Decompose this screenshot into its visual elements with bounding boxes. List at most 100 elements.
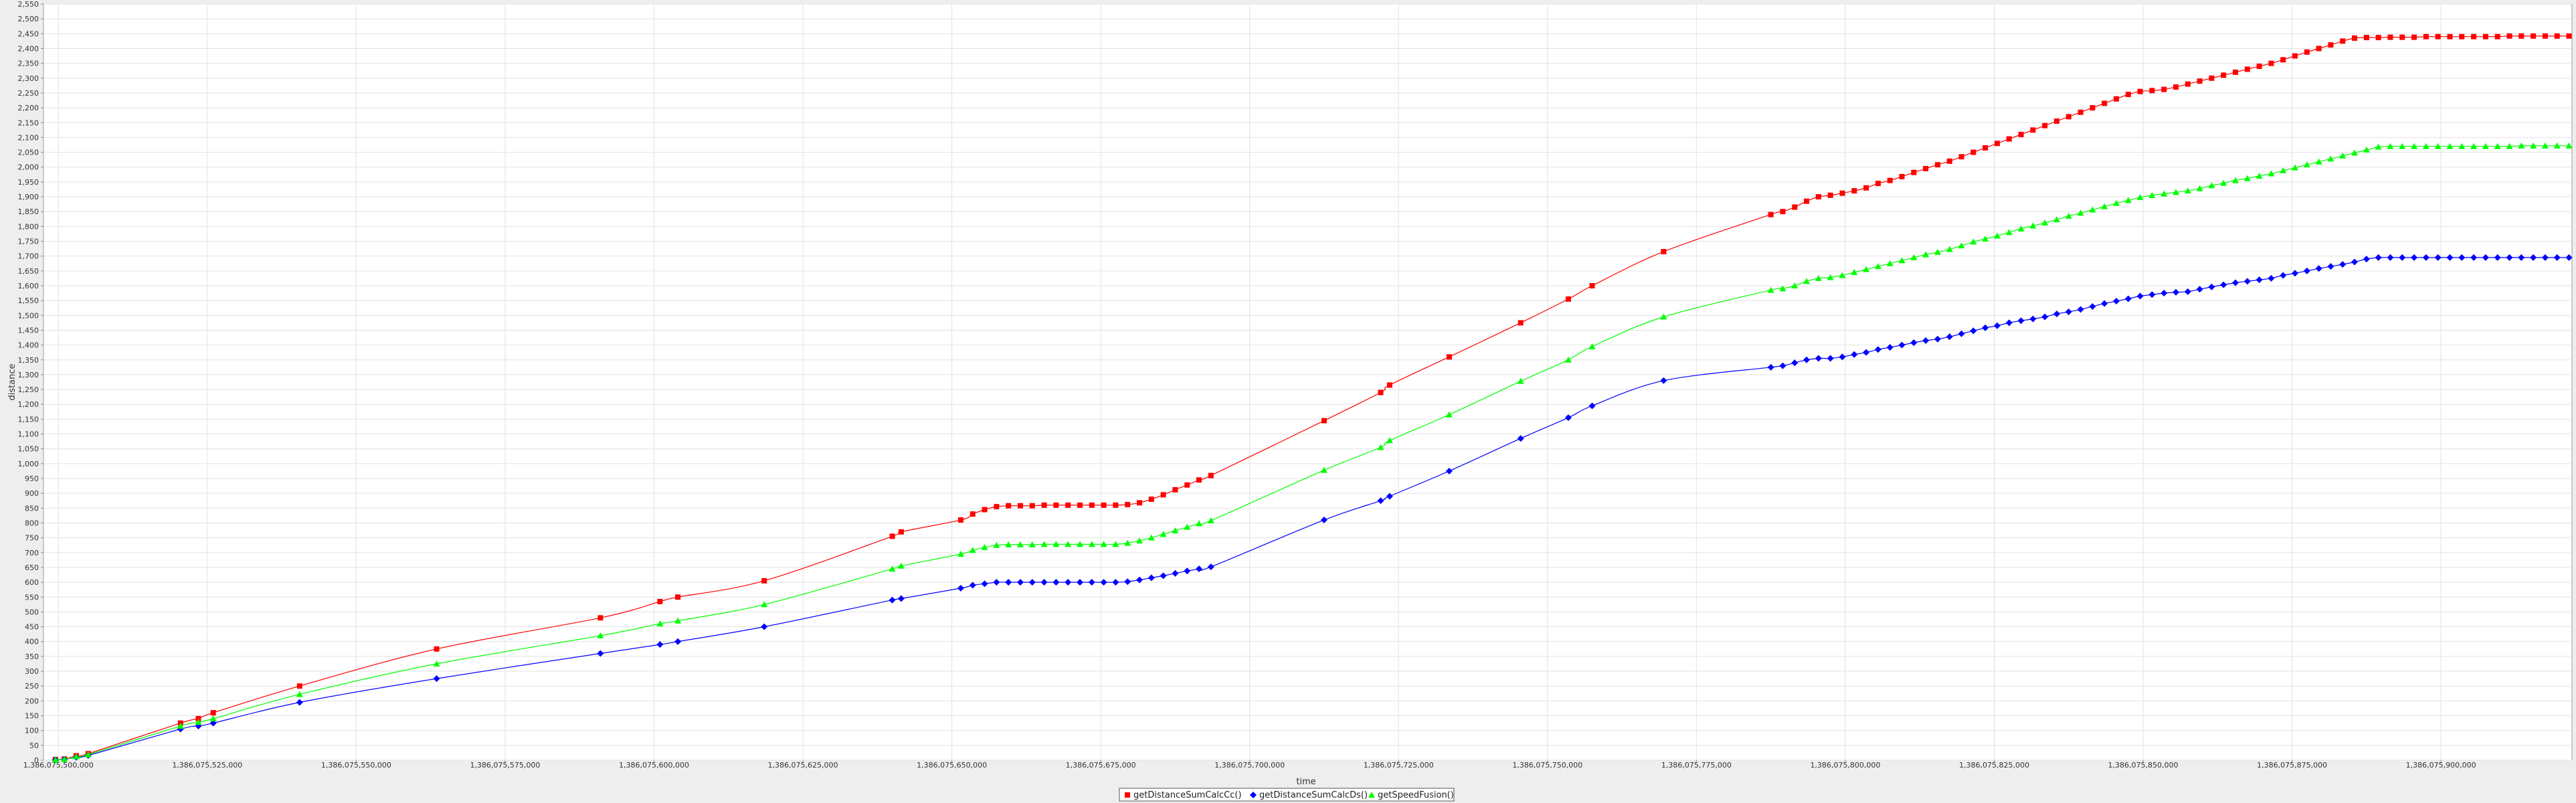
data-point	[2233, 69, 2239, 75]
data-point	[2446, 143, 2454, 149]
data-point	[2316, 46, 2322, 52]
data-point	[675, 594, 681, 600]
data-point	[1208, 472, 1214, 478]
y-tick-label: 850	[25, 504, 39, 513]
data-point	[889, 533, 895, 539]
x-tick-label: 1,386,075,700,000	[1214, 761, 1285, 770]
data-point	[2375, 35, 2381, 41]
data-point	[1779, 285, 1786, 292]
data-point	[2423, 33, 2429, 39]
y-tick-label: 250	[25, 682, 39, 691]
data-point	[2315, 265, 2322, 272]
data-point	[2197, 78, 2203, 84]
data-point	[1100, 541, 1107, 547]
data-point	[2518, 142, 2525, 149]
data-point	[1320, 517, 1327, 524]
x-tick-label: 1,386,075,850,000	[2108, 761, 2179, 770]
data-point	[1863, 185, 1869, 191]
data-point	[2340, 38, 2346, 44]
data-point	[1377, 497, 1384, 505]
data-point	[1970, 149, 1976, 155]
data-point	[1136, 576, 1143, 584]
data-point	[1588, 402, 1596, 410]
data-point	[52, 756, 59, 763]
data-point	[2399, 143, 2406, 149]
x-tick-label: 1,386,075,650,000	[917, 761, 987, 770]
data-point	[209, 719, 217, 727]
data-point	[1076, 579, 1083, 586]
data-point	[1017, 503, 1023, 509]
y-tick-label: 750	[25, 534, 39, 543]
data-point	[1898, 341, 1906, 349]
x-tick-label: 1,386,075,600,000	[619, 761, 689, 770]
x-tick-label: 1,386,075,575,000	[470, 761, 540, 770]
data-point	[195, 719, 202, 725]
data-point	[2292, 53, 2298, 59]
data-point	[2327, 263, 2334, 270]
y-tick-label: 600	[25, 578, 39, 587]
y-tick-label: 1,050	[18, 445, 39, 454]
data-point	[2411, 143, 2418, 149]
data-point	[2243, 278, 2251, 285]
data-point	[1875, 181, 1881, 187]
data-point	[2506, 254, 2513, 261]
data-point	[2565, 142, 2573, 149]
y-tick-label: 2,450	[18, 29, 39, 38]
data-point	[2304, 49, 2310, 55]
data-point	[1147, 574, 1155, 582]
x-tick-label: 1,386,075,625,000	[768, 761, 838, 770]
data-point	[2232, 177, 2239, 183]
data-point	[597, 650, 604, 657]
data-point	[296, 683, 302, 689]
data-point	[2280, 167, 2287, 174]
data-point	[2160, 290, 2168, 297]
data-point	[1184, 523, 1191, 530]
y-tick-label: 1,950	[18, 178, 39, 187]
data-point	[296, 691, 303, 697]
data-point	[2470, 254, 2478, 261]
legend: getDistanceSumCalcCc() getDistanceSumCalc…	[1119, 788, 1455, 802]
data-point	[1993, 232, 2001, 239]
y-tick-label: 1,200	[18, 400, 39, 409]
data-point	[1368, 792, 1375, 798]
x-tick-label: 1,386,075,525,000	[172, 761, 242, 770]
grid-lines	[43, 3, 2572, 761]
y-tick-label: 50	[29, 741, 39, 750]
data-point	[957, 551, 964, 557]
data-point	[1517, 320, 1524, 326]
data-point	[2137, 88, 2143, 94]
data-point	[1077, 502, 1083, 508]
data-point	[2102, 100, 2108, 106]
data-point	[2363, 35, 2369, 41]
data-point	[2124, 197, 2132, 203]
data-point	[2541, 142, 2549, 149]
data-point	[1172, 486, 1178, 493]
data-point	[2434, 143, 2442, 149]
data-point	[761, 601, 768, 608]
data-point	[1863, 266, 1870, 272]
y-axis-ticks: 0 50 100 150 200 250 300 350 400 450 500 550 600 650 7…	[18, 0, 43, 765]
data-point	[1779, 362, 1786, 369]
data-point	[2256, 276, 2263, 284]
data-point	[2256, 64, 2262, 70]
data-point	[1113, 502, 1119, 508]
data-point	[1791, 282, 1799, 288]
data-point	[981, 580, 988, 588]
data-point	[2017, 225, 2025, 232]
data-point	[2518, 254, 2525, 261]
data-point	[1065, 502, 1071, 508]
data-point	[2553, 254, 2561, 261]
data-point	[1898, 257, 1906, 264]
data-point	[1160, 572, 1167, 579]
legend-label: getDistanceSumCalcDs()	[1259, 790, 1368, 800]
data-point	[889, 596, 896, 604]
data-point	[1791, 359, 1799, 367]
y-tick-label: 1,600	[18, 282, 39, 290]
data-point	[674, 638, 682, 645]
data-point	[209, 715, 217, 721]
y-tick-label: 150	[25, 712, 39, 721]
data-point	[2399, 254, 2406, 261]
data-point	[1321, 418, 1327, 424]
data-point	[993, 541, 1000, 548]
data-point	[2553, 142, 2561, 149]
